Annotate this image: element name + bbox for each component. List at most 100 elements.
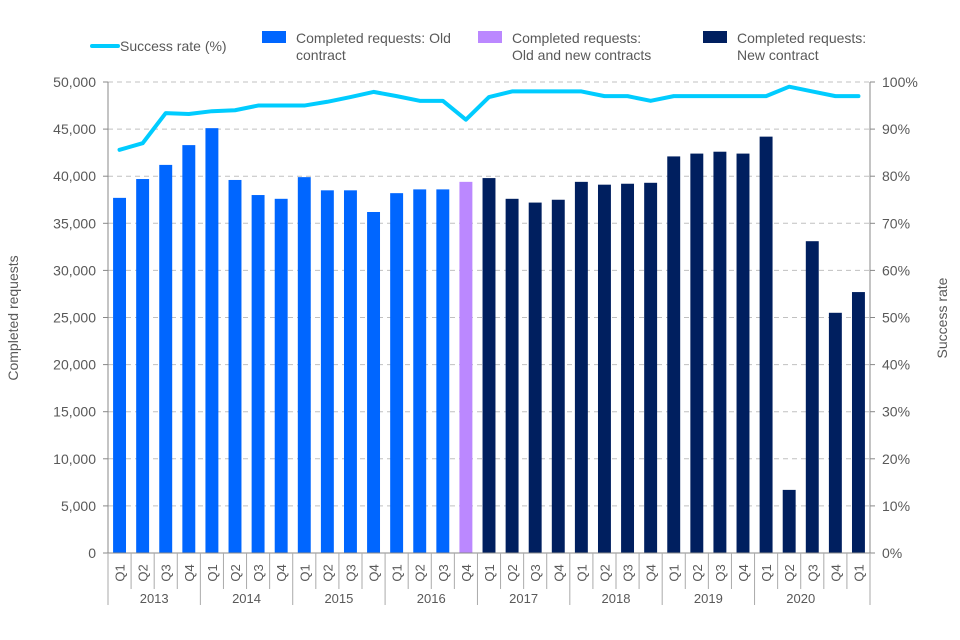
quarter-label: Q1 (205, 564, 220, 581)
quarter-label: Q1 (667, 564, 682, 581)
quarter-label: Q2 (228, 564, 243, 581)
legend-line-label: Success rate (%) (120, 38, 227, 54)
bar-9 (320, 190, 334, 553)
year-label: 2020 (786, 591, 815, 606)
y2-tick-label: 70% (882, 215, 910, 231)
quarter-label: Q2 (413, 564, 428, 581)
bar-15 (459, 181, 473, 554)
year-label: 2015 (324, 591, 353, 606)
bar-12 (390, 193, 404, 553)
y-tick-label: 40,000 (53, 168, 96, 184)
y2-tick-label: 40% (882, 357, 910, 373)
bar-31 (828, 312, 842, 553)
legend-both-swatch (478, 31, 502, 43)
bar-3 (182, 145, 196, 553)
legend-old-swatch (262, 31, 286, 43)
bar-14 (436, 189, 450, 553)
y-axis-label: Completed requests (5, 255, 21, 380)
quarter-label: Q4 (182, 564, 197, 581)
quarter-label: Q3 (343, 564, 358, 581)
legend-both-label-1: Completed requests: (512, 30, 642, 46)
legend: Success rate (%) Completed requests: Old… (0, 0, 960, 70)
year-label: 2016 (417, 591, 446, 606)
y2-tick-label: 90% (882, 121, 910, 137)
y2-tick-label: 80% (882, 168, 910, 184)
quarter-label: Q4 (274, 564, 289, 581)
y-tick-label: 35,000 (53, 215, 96, 231)
bar-16 (482, 178, 496, 554)
year-label: 2018 (602, 591, 631, 606)
legend-both-label-2: Old and new contracts (512, 47, 652, 63)
quarter-label: Q3 (159, 564, 174, 581)
y2-tick-label: 60% (882, 262, 910, 278)
bar-28 (759, 136, 773, 554)
quarter-label: Q4 (459, 564, 474, 581)
bar-0 (113, 197, 127, 553)
quarter-label: Q1 (113, 564, 128, 581)
bar-24 (667, 156, 681, 553)
bar-7 (274, 198, 288, 554)
quarter-label: Q1 (759, 564, 774, 581)
y-tick-label: 30,000 (53, 262, 96, 278)
bar-23 (644, 182, 658, 553)
legend-old-label-2: contract (296, 47, 346, 63)
quarter-label: Q1 (390, 564, 405, 581)
bar-10 (343, 190, 357, 553)
quarter-label: Q1 (851, 564, 866, 581)
quarter-label: Q2 (136, 564, 151, 581)
y-tick-label: 20,000 (53, 357, 96, 373)
quarter-label: Q4 (736, 564, 751, 581)
y-tick-label: 15,000 (53, 404, 96, 420)
quarter-label: Q1 (574, 564, 589, 581)
quarter-label: Q2 (320, 564, 335, 581)
bar-26 (713, 151, 727, 553)
bar-27 (736, 153, 750, 554)
y2-tick-label: 20% (882, 451, 910, 467)
year-label: 2017 (509, 591, 538, 606)
legend-new-label-1: Completed requests: (737, 30, 867, 46)
y-tick-label: 25,000 (53, 310, 96, 326)
quarter-label: Q1 (297, 564, 312, 581)
bar-22 (621, 183, 635, 553)
y2-tick-label: 50% (882, 310, 910, 326)
bar-8 (297, 177, 311, 553)
y-tick-label: 45,000 (53, 121, 96, 137)
bar-25 (690, 153, 704, 554)
y-tick-label: 10,000 (53, 451, 96, 467)
bar-32 (851, 292, 865, 553)
bar-11 (367, 211, 381, 553)
bar-4 (205, 128, 219, 553)
quarter-label: Q2 (505, 564, 520, 581)
quarter-label: Q3 (528, 564, 543, 581)
quarter-label: Q1 (482, 564, 497, 581)
bar-5 (228, 179, 242, 553)
bar-18 (528, 202, 542, 554)
quarter-label: Q4 (551, 564, 566, 581)
legend-new-swatch (703, 31, 727, 43)
quarter-label: Q4 (828, 564, 843, 581)
year-label: 2013 (140, 591, 169, 606)
quarter-label: Q4 (367, 564, 382, 581)
success-rate-line (117, 84, 861, 152)
y2-tick-label: 30% (882, 404, 910, 420)
bar-30 (805, 241, 819, 553)
y2-tick-label: 10% (882, 498, 910, 514)
quarter-label: Q4 (644, 564, 659, 581)
quarter-label: Q2 (690, 564, 705, 581)
y-tick-label: 50,000 (53, 74, 96, 90)
year-label: 2019 (694, 591, 723, 606)
quarter-label: Q3 (805, 564, 820, 581)
year-label: 2014 (232, 591, 261, 606)
bar-13 (413, 189, 427, 553)
bar-6 (251, 195, 265, 554)
quarter-label: Q3 (713, 564, 728, 581)
y-tick-label: 5,000 (61, 498, 96, 514)
quarter-label: Q3 (251, 564, 266, 581)
legend-line-swatch (90, 44, 120, 48)
quarter-label: Q2 (597, 564, 612, 581)
y2-axis-label: Success rate (934, 277, 950, 358)
bar-20 (574, 181, 588, 554)
legend-new-label-2: New contract (737, 47, 819, 63)
legend-old-label-1: Completed requests: Old (296, 30, 451, 46)
y2-tick-label: 100% (882, 74, 918, 90)
